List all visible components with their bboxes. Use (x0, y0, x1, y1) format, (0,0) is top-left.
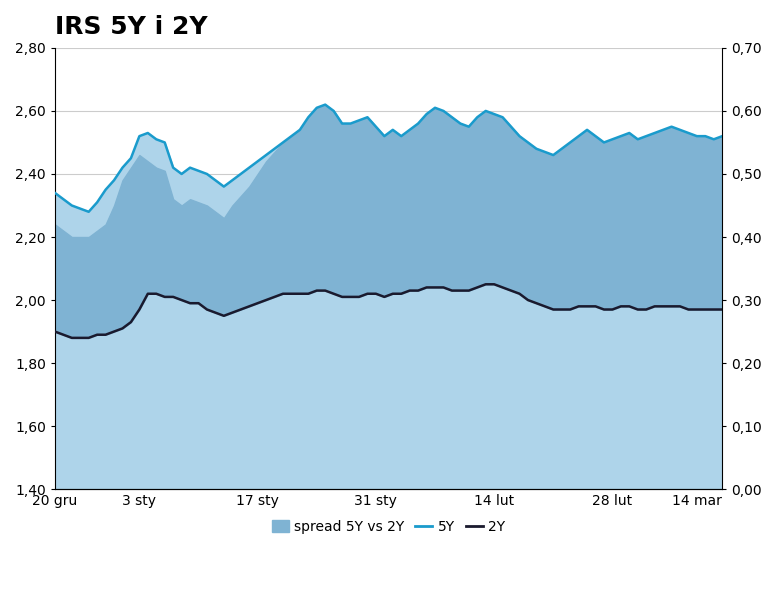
Legend: spread 5Y vs 2Y, 5Y, 2Y: spread 5Y vs 2Y, 5Y, 2Y (267, 514, 510, 539)
Text: IRS 5Y i 2Y: IRS 5Y i 2Y (55, 15, 207, 39)
